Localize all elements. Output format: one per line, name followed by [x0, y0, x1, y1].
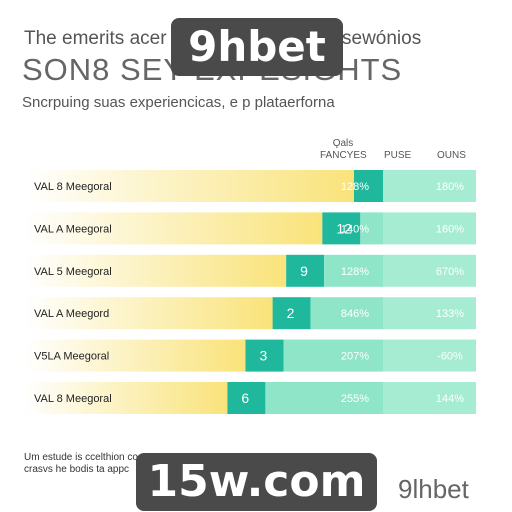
col2-value: 846%: [341, 308, 369, 320]
bar-mint-segment: [360, 212, 383, 245]
bar-yellow-segment: [24, 382, 228, 414]
title-part-1: The emerits acer: [24, 28, 167, 49]
row-label: VAL 8 Meegoral: [34, 181, 112, 193]
bar-yellow-segment: [24, 212, 323, 245]
bar-value-label: 2: [287, 305, 295, 321]
watermark-top: 9hbet: [171, 18, 343, 76]
row-label: VAL A Meegord: [34, 308, 109, 320]
bar-value-label: 6: [241, 390, 249, 406]
bar-mint-light-segment: [383, 339, 476, 372]
row-label: VAL 8 Meegoral: [34, 393, 112, 405]
bar-teal-segment: [245, 339, 284, 372]
chart-title: The emerits acer sewónios: [24, 28, 421, 50]
bar-mint-segment: [283, 339, 383, 372]
col3-value: 180%: [436, 181, 464, 193]
bar-teal-segment: [227, 382, 266, 414]
bar-teal-segment: [272, 297, 311, 330]
bar-value-label: 9: [300, 263, 308, 279]
chart-subtitle: Sncrpuing suas experiencicas, e p platae…: [22, 94, 335, 111]
title-part-2: sewónios: [342, 28, 422, 49]
col2-value: 255%: [341, 393, 369, 405]
bar-mint-segment: [265, 382, 383, 414]
col3-value: 670%: [436, 266, 464, 278]
bar-teal-segment: [322, 212, 361, 245]
column-header-ouns: OUNS: [437, 150, 466, 161]
bar-mint-light-segment: [383, 382, 476, 414]
column-header-puse: PUSE: [384, 150, 412, 161]
footer-note-1: Um estude is ccelthion co: [24, 452, 138, 463]
bar-mint-segment: [310, 297, 383, 330]
bar-mint-light-segment: [383, 297, 476, 330]
bar-yellow-segment: [24, 297, 273, 330]
col3-value: -60%: [437, 351, 463, 363]
col3-value: 144%: [436, 393, 464, 405]
row-label: VAL A Meegoral: [34, 223, 112, 235]
footer-note-2: crasvs he bodis ta appc: [24, 464, 130, 475]
col2-value: 207%: [341, 351, 369, 363]
bar-mint-light-segment: [383, 212, 476, 245]
bar-mint-segment: [324, 254, 383, 287]
bar-mint-light-segment: [383, 170, 476, 202]
bar-yellow-segment: [24, 170, 354, 202]
bar-value-label: 3: [259, 348, 267, 364]
col2-value: 128%: [341, 266, 369, 278]
bar-yellow-segment: [24, 254, 287, 287]
col3-value: 133%: [436, 308, 464, 320]
row-label: V5LA Meegoral: [34, 351, 109, 363]
row-label: VAL 5 Meegoral: [34, 266, 112, 278]
col3-value: 160%: [436, 223, 464, 235]
watermark-bottom: 15w.com: [136, 453, 377, 511]
col2-value: 128%: [341, 181, 369, 193]
bar-value-label: 12: [336, 220, 352, 236]
bar-yellow-segment: [24, 339, 246, 372]
bar-teal-segment: [286, 254, 325, 287]
bar-mint-light-segment: [383, 254, 476, 287]
col2-value: 140%: [341, 223, 369, 235]
column-header-fancyes: Ǫals FANCYES: [320, 138, 367, 161]
footer-brand: 9lhbet: [398, 474, 469, 504]
